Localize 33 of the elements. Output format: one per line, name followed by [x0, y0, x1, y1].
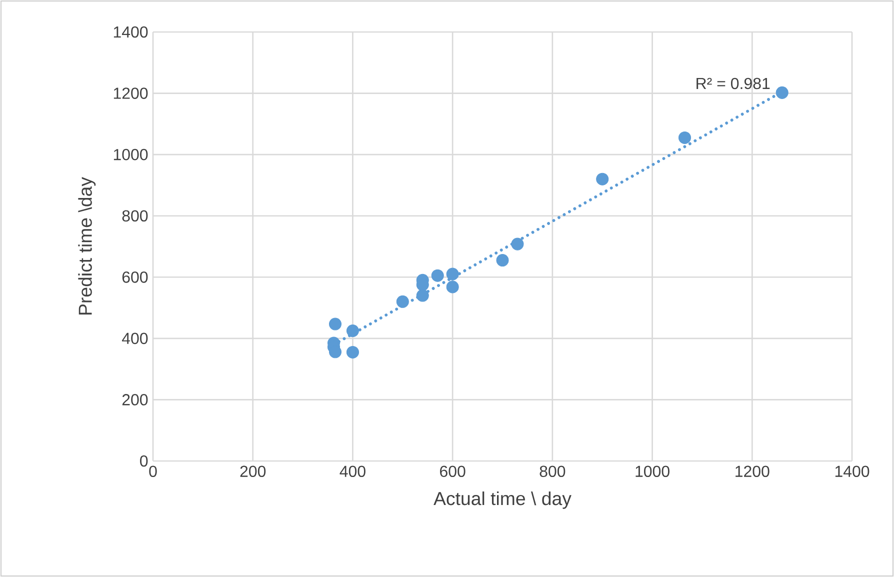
y-tick-label: 0 [140, 455, 148, 467]
point [328, 318, 342, 330]
x-tick-label: 600 [440, 466, 466, 478]
x-tick-label: 400 [340, 466, 366, 478]
y-tick-label: 600 [122, 271, 148, 283]
y-axis-title: Predict time \day [78, 177, 96, 314]
point [416, 289, 429, 302]
point [346, 324, 359, 338]
y-tick-label: 1000 [114, 148, 148, 160]
point [446, 268, 459, 280]
y-tick-label: 400 [122, 332, 148, 344]
point [328, 346, 342, 358]
x-tick-label: 1000 [636, 466, 670, 478]
point [431, 269, 444, 282]
point [446, 280, 459, 294]
y-tick-label: 1400 [114, 26, 148, 38]
point [776, 86, 788, 99]
point [396, 295, 409, 308]
annotation: R² = 0.981 [696, 78, 770, 90]
x-tick-label: 1200 [736, 466, 770, 478]
x-axis-title: Actual time \ day [434, 491, 572, 509]
point [596, 172, 609, 186]
y-tick-label: 800 [122, 210, 148, 222]
y-tick-label: 200 [122, 394, 148, 406]
point [678, 131, 692, 144]
x-tick-label: 1400 [835, 466, 870, 478]
x-tick-label: 200 [240, 466, 266, 478]
point [496, 254, 509, 267]
point [346, 346, 359, 358]
y-tick-label: 1200 [114, 88, 148, 99]
x-tick-label: 800 [540, 466, 566, 478]
point [511, 238, 524, 250]
x-tick-label: 0 [149, 466, 157, 478]
